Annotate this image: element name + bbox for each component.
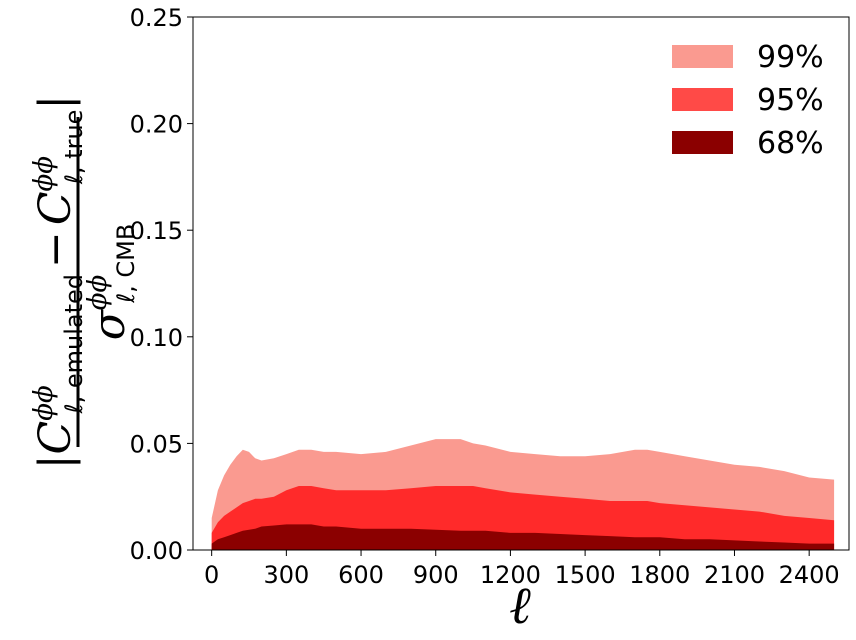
legend-label-95pct: 95%	[757, 83, 824, 118]
y-tick-label: 0.00	[130, 537, 183, 565]
x-tick-label: 600	[338, 561, 384, 589]
ylabel-sigma: σ	[84, 308, 135, 340]
ylabel-sub-emulated: ℓ, emulated	[60, 274, 88, 414]
ylabel-sub-true: ℓ, true	[60, 110, 88, 185]
ylabel-sup-1: ϕϕ	[29, 385, 59, 421]
ylabel-sup-3: ϕϕ	[83, 275, 113, 311]
ylabel-abs-open: |	[30, 454, 81, 469]
ylabel-minus: −	[30, 231, 81, 268]
ylabel-c-true: C	[30, 191, 81, 225]
y-tick-label: 0.15	[130, 217, 183, 245]
y-tick-label: 0.25	[130, 4, 183, 32]
x-tick-label: 900	[413, 561, 459, 589]
x-axis-ticks: 0 300 600 900 1200 1500 1800 2100 2400	[204, 550, 840, 589]
x-tick-label: 1500	[555, 561, 616, 589]
x-tick-label: 2400	[779, 561, 840, 589]
y-tick-label: 0.20	[130, 111, 183, 139]
x-tick-label: 300	[263, 561, 309, 589]
x-tick-label: 1800	[629, 561, 690, 589]
svg-text:|Cϕϕℓ, emulated−Cϕϕℓ, true|: |Cϕϕℓ, emulated−Cϕϕℓ, true|	[29, 95, 88, 470]
legend: 99% 95% 68%	[672, 40, 824, 161]
ylabel-sub-cmb: ℓ, CMB	[112, 224, 140, 304]
y-tick-label: 0.05	[130, 430, 183, 458]
axes-frame	[192, 16, 850, 551]
ylabel-c-emulated: C	[30, 421, 81, 455]
area-bands	[211, 439, 835, 550]
svg-text:σϕϕℓ, CMB: σϕϕℓ, CMB	[83, 224, 140, 341]
y-tick-label: 0.10	[130, 324, 183, 352]
y-axis-label: |Cϕϕℓ, emulated−Cϕϕℓ, true| σϕϕℓ, CMB	[29, 95, 140, 470]
legend-swatch-68pct	[672, 131, 733, 154]
area-band-68pct	[211, 524, 835, 550]
x-axis-label: ℓ	[509, 576, 531, 636]
ylabel-sup-2: ϕϕ	[29, 156, 59, 192]
x-tick-label: 0	[204, 561, 219, 589]
x-tick-label: 2100	[704, 561, 765, 589]
legend-label-99pct: 99%	[757, 40, 824, 75]
x-tick-label: 1200	[480, 561, 541, 589]
legend-label-68pct: 68%	[757, 126, 824, 161]
ylabel-abs-close: |	[30, 95, 81, 110]
legend-swatch-95pct	[672, 88, 733, 111]
y-axis-ticks: 0.00 0.05 0.10 0.15 0.20 0.25	[130, 4, 193, 565]
legend-swatch-99pct	[672, 45, 733, 68]
